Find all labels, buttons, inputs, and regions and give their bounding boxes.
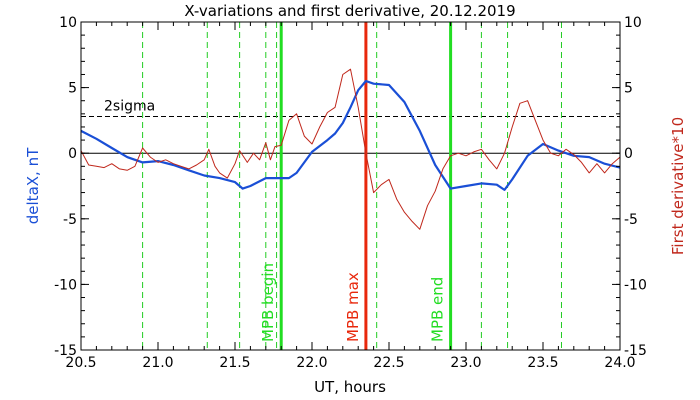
y-tick-label-right-1: 5 <box>624 81 633 97</box>
y-axis-right-label: First derivative*10 <box>669 117 687 255</box>
x-tick-label-0: 20.5 <box>65 355 96 371</box>
plot-frame <box>80 21 621 351</box>
marker-label-1: MPB max <box>344 272 362 342</box>
x-tick-label-1: 21.0 <box>142 355 173 371</box>
y-tick-label-right-2: 0 <box>624 146 633 162</box>
series-line-first-derivative-10 <box>81 68 620 230</box>
y-tick-label-right-3: -5 <box>624 212 638 228</box>
series-line-deltax <box>81 79 620 191</box>
y-tick-label-left-0: 10 <box>59 15 77 31</box>
y-tick-label-right-4: -10 <box>624 277 647 293</box>
y-tick-label-right-5: -15 <box>624 343 647 359</box>
marker-label-0: MPB begin <box>259 263 277 342</box>
x-tick-label-2: 21.5 <box>219 355 250 371</box>
y-tick-label-right-0: 10 <box>624 15 642 31</box>
y-tick-label-left-3: -5 <box>63 212 77 228</box>
x-tick-label-6: 23.5 <box>527 355 558 371</box>
marker-label-2: MPB end <box>429 277 447 342</box>
y-axis-left-label: deltaX, nT <box>24 147 42 224</box>
y-tick-label-left-4: -10 <box>54 277 77 293</box>
x-tick-label-7: 24.0 <box>604 355 635 371</box>
sigma-label: 2sigma <box>104 98 155 114</box>
chart-title: X-variations and first derivative, 20.12… <box>184 2 515 20</box>
y-tick-label-left-5: -15 <box>54 343 77 359</box>
x-tick-label-3: 22.0 <box>296 355 327 371</box>
y-tick-label-left-2: 0 <box>68 146 77 162</box>
x-tick-label-4: 22.5 <box>373 355 404 371</box>
x-tick-label-5: 23.0 <box>450 355 481 371</box>
x-axis-label: UT, hours <box>314 378 386 396</box>
y-tick-label-left-1: 5 <box>68 81 77 97</box>
